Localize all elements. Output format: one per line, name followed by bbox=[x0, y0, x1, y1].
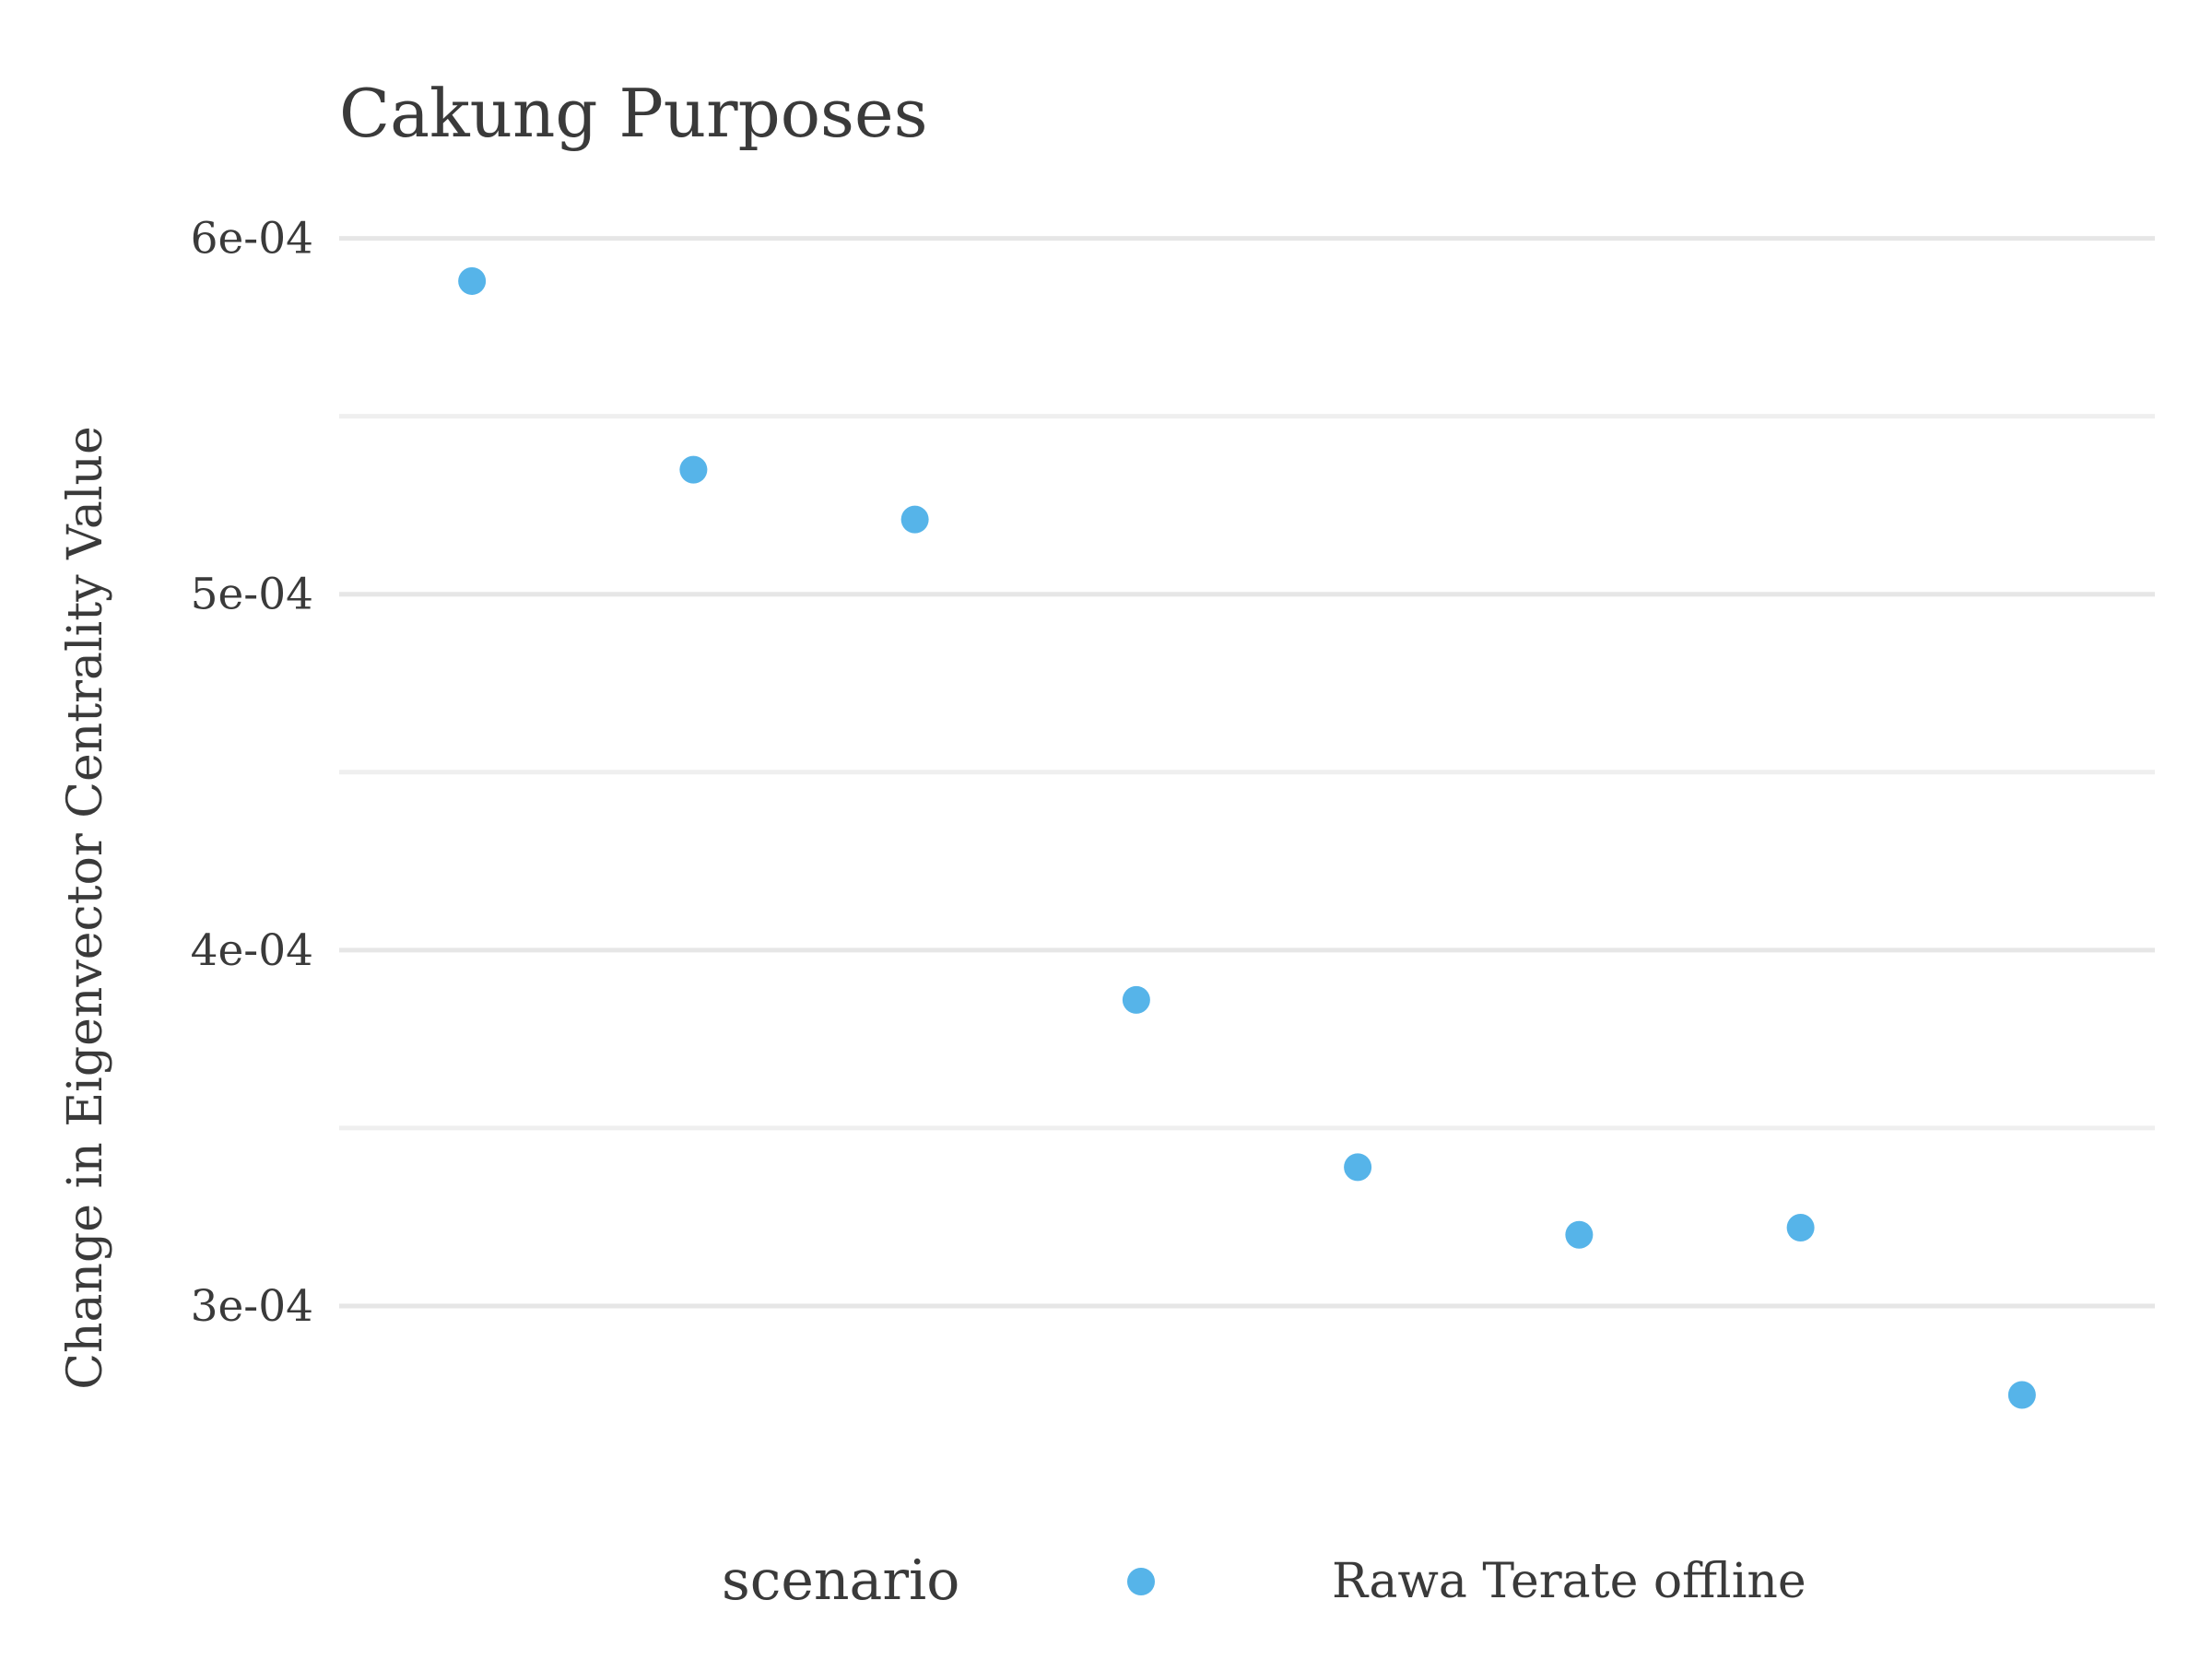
y-tick-label: 5e-04 bbox=[191, 570, 313, 620]
data-point bbox=[679, 455, 708, 484]
gridlines bbox=[339, 236, 2155, 1309]
legend: scenario Rawa Terate offline bbox=[722, 1548, 1806, 1613]
y-tick-label: 6e-04 bbox=[191, 214, 313, 265]
data-point bbox=[1122, 985, 1150, 1014]
y-tick-label: 3e-04 bbox=[191, 1281, 313, 1332]
chart-title: Cakung Purposes bbox=[339, 75, 928, 152]
y-axis-tick-labels: 3e-04 4e-04 5e-04 6e-04 bbox=[191, 214, 313, 1332]
legend-title: scenario bbox=[722, 1548, 959, 1613]
data-point bbox=[1344, 1153, 1372, 1182]
data-point bbox=[1786, 1214, 1815, 1241]
data-point bbox=[458, 266, 487, 295]
y-tick-label: 4e-04 bbox=[191, 925, 313, 976]
y-axis-label: Change in Eigenvector Centrality Value bbox=[58, 426, 113, 1390]
data-point bbox=[900, 505, 929, 534]
data-points bbox=[458, 266, 2036, 1409]
legend-label-rawa-terate-offline: Rawa Terate offline bbox=[1332, 1554, 1806, 1609]
data-point bbox=[2007, 1381, 2036, 1409]
legend-swatch-rawa-terate-offline bbox=[1127, 1568, 1155, 1595]
data-point bbox=[1565, 1220, 1594, 1249]
